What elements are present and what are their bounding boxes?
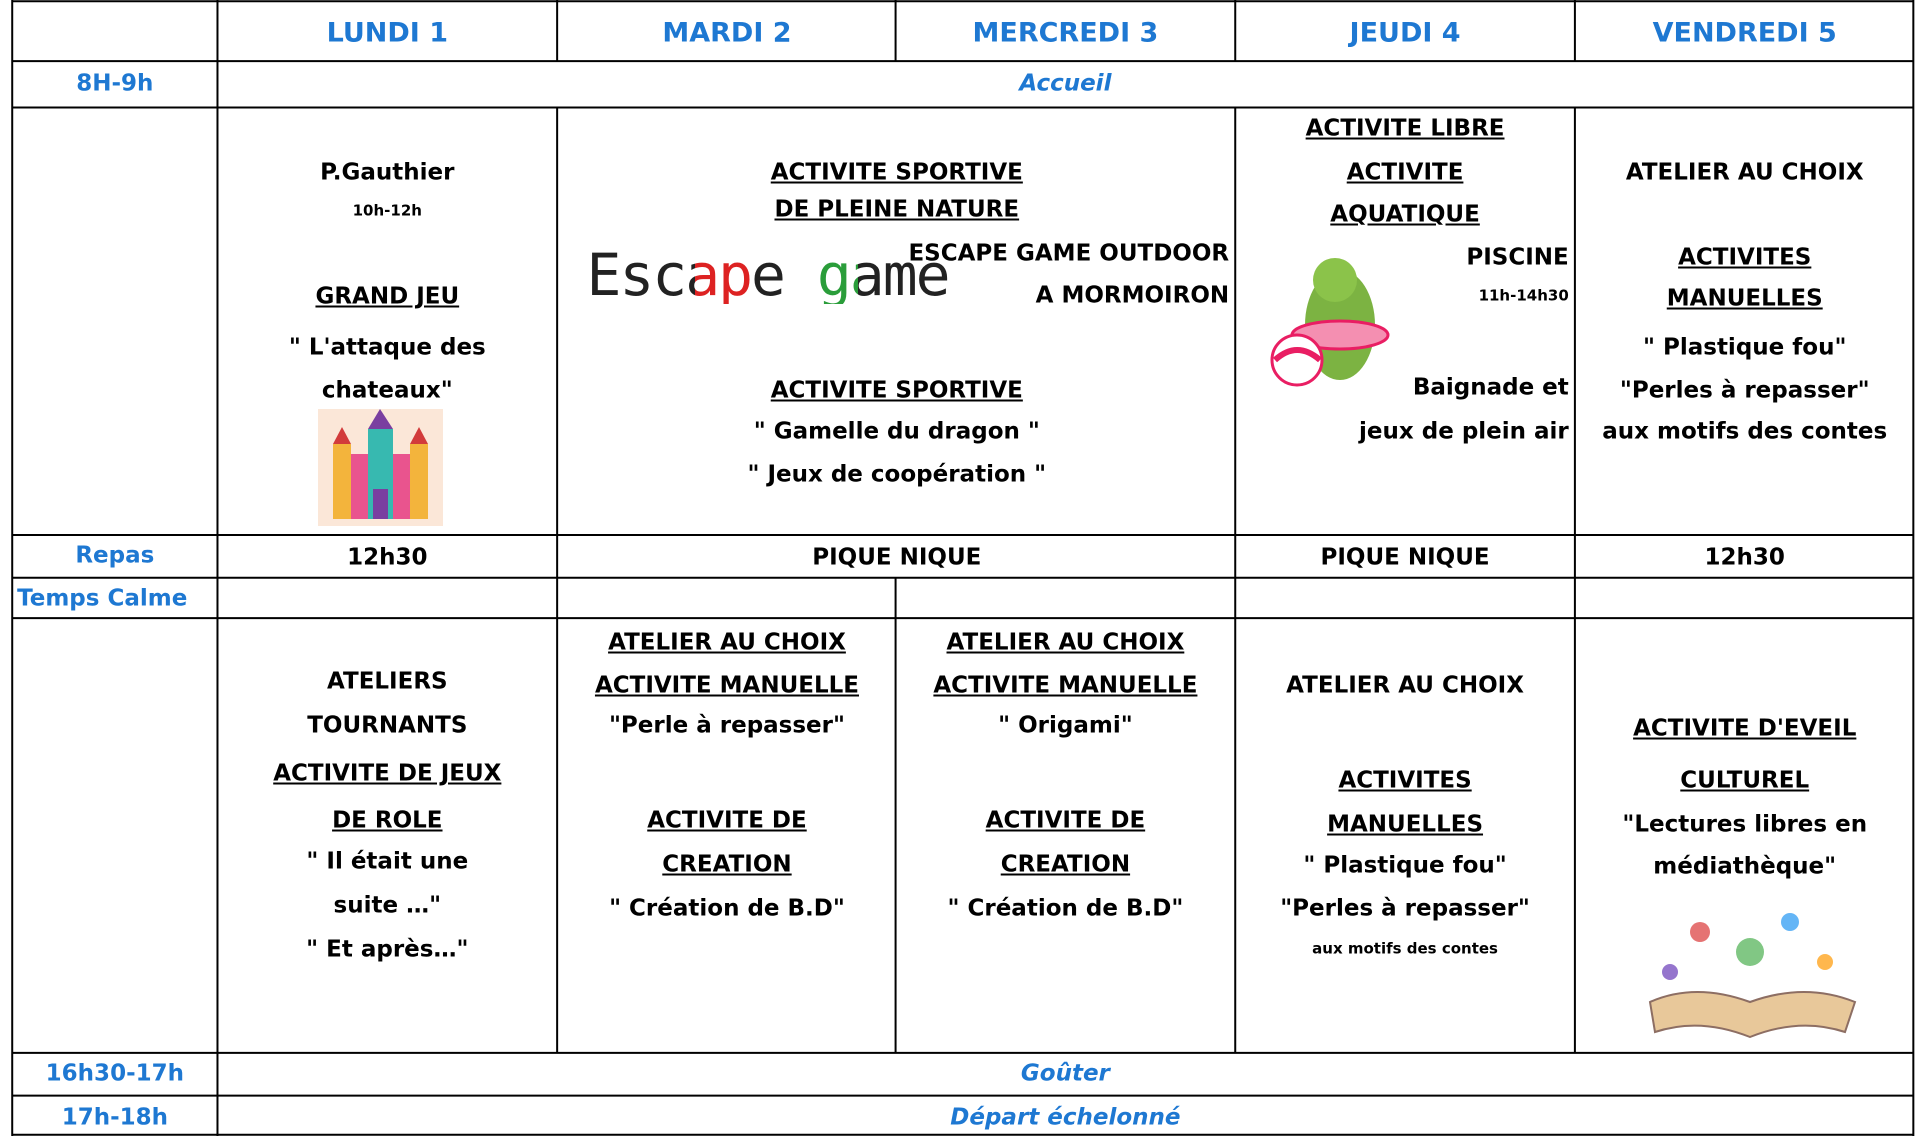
cell-text: " Plastique fou" (1643, 334, 1847, 361)
cell-text: CREATION (1000, 851, 1131, 878)
cell-text: " Gamelle du dragon " (753, 418, 1040, 445)
time-label: 8H-9h (76, 70, 154, 97)
row-label: Départ échelonné (950, 1104, 1181, 1131)
cell-text: ACTIVITE SPORTIVE (770, 159, 1023, 186)
time-label: 17h-18h (61, 1104, 168, 1131)
time-label: Temps Calme (17, 585, 188, 612)
cell-text: aux motifs des contes (1312, 939, 1498, 958)
cell-text: " Création de B.D" (609, 895, 845, 922)
cell-text: TOURNANTS (307, 712, 468, 739)
book-picture (1648, 913, 1857, 1039)
cell-text: "Perle à repasser" (608, 712, 845, 739)
day-header: VENDREDI 5 (1652, 17, 1837, 49)
cell-text: ATELIER AU CHOIX (608, 629, 846, 655)
cell-text: MANUELLES (1666, 285, 1823, 312)
castle-picture (318, 409, 443, 526)
day-header: MERCREDI 3 (972, 17, 1159, 49)
cell-text: " Jeux de coopération " (747, 461, 1047, 488)
cell-text: "Perles à repasser" (1280, 895, 1530, 922)
cell-text: " Origami" (998, 712, 1133, 739)
cell-text: médiathèque" (1653, 853, 1837, 880)
cell-text: ACTIVITE LIBRE (1305, 115, 1505, 142)
cell-text: ACTIVITE MANUELLE (933, 672, 1198, 699)
cell-text: MANUELLES (1327, 811, 1484, 837)
cell-text: ATELIER AU CHOIX (1286, 672, 1524, 699)
cell-text: ACTIVITES (1678, 244, 1812, 271)
cell-text: ACTIVITE DE (985, 807, 1146, 834)
cell-text: AQUATIQUE (1330, 201, 1480, 228)
cell-text: ACTIVITE D'EVEIL (1633, 715, 1857, 742)
cell-text: ACTIVITE MANUELLE (594, 672, 859, 699)
cell-text: ATELIER AU CHOIX (946, 629, 1185, 655)
cell-text: ATELIER AU CHOIX (1625, 159, 1864, 186)
cell-text: chateaux" (321, 377, 453, 404)
cell-text: ACTIVITE DE JEUX (273, 760, 502, 787)
cell-text: PISCINE (1466, 244, 1569, 271)
cell-text: ACTIVITES (1338, 767, 1472, 794)
cell-text: CULTUREL (1680, 767, 1810, 794)
cell-text: ACTIVITE (1346, 159, 1464, 186)
time-label: Repas (75, 542, 155, 569)
lunch-text: PIQUE NIQUE (812, 544, 982, 571)
cell-text: GRAND JEU (315, 283, 460, 310)
cell-text: " Et après…" (306, 936, 469, 963)
cell-text: A MORMOIRON (1035, 282, 1230, 309)
cell-text: "Perles à repasser" (1619, 377, 1870, 404)
cell-text: ATELIERS (326, 668, 448, 695)
lunch-text: PIQUE NIQUE (1320, 544, 1490, 571)
cell-text: "Lectures libres en (1622, 811, 1868, 837)
cell-text: ACTIVITE DE (647, 807, 807, 834)
day-header: MARDI 2 (662, 17, 792, 49)
row-label: Goûter (1020, 1060, 1110, 1087)
escape-logo: Escape game (586, 240, 950, 309)
cell-text: suite …" (333, 892, 442, 919)
cell-text: " Plastique fou" (1303, 852, 1507, 879)
cell-text: 10h-12h (352, 201, 422, 220)
cell-text: aux motifs des contes (1602, 418, 1888, 445)
cell-text: Baignade et (1412, 374, 1569, 401)
cell-text: DE ROLE (332, 807, 443, 834)
dragon-picture (1270, 258, 1390, 387)
cell-text: 11h-14h30 (1478, 286, 1569, 305)
cell-text: DE PLEINE NATURE (774, 196, 1020, 223)
cell-text: P.Gauthier (320, 159, 455, 186)
cell-text: " Il était une (306, 848, 469, 875)
day-header: JEUDI 4 (1349, 17, 1461, 49)
lunch-text: 12h30 (1704, 544, 1785, 571)
cell-text: ESCAPE GAME OUTDOOR (908, 240, 1230, 267)
time-label: 16h30-17h (45, 1060, 185, 1087)
cell-text: " Création de B.D" (947, 895, 1184, 922)
day-header: LUNDI 1 (326, 17, 449, 49)
lunch-text: 12h30 (347, 544, 428, 571)
cell-text: " L'attaque des (288, 334, 486, 361)
cell-text: jeux de plein air (1359, 418, 1569, 445)
cell-text: ACTIVITE SPORTIVE (770, 377, 1023, 404)
cell-text: CREATION (662, 851, 792, 878)
row-label: Accueil (1019, 70, 1112, 97)
